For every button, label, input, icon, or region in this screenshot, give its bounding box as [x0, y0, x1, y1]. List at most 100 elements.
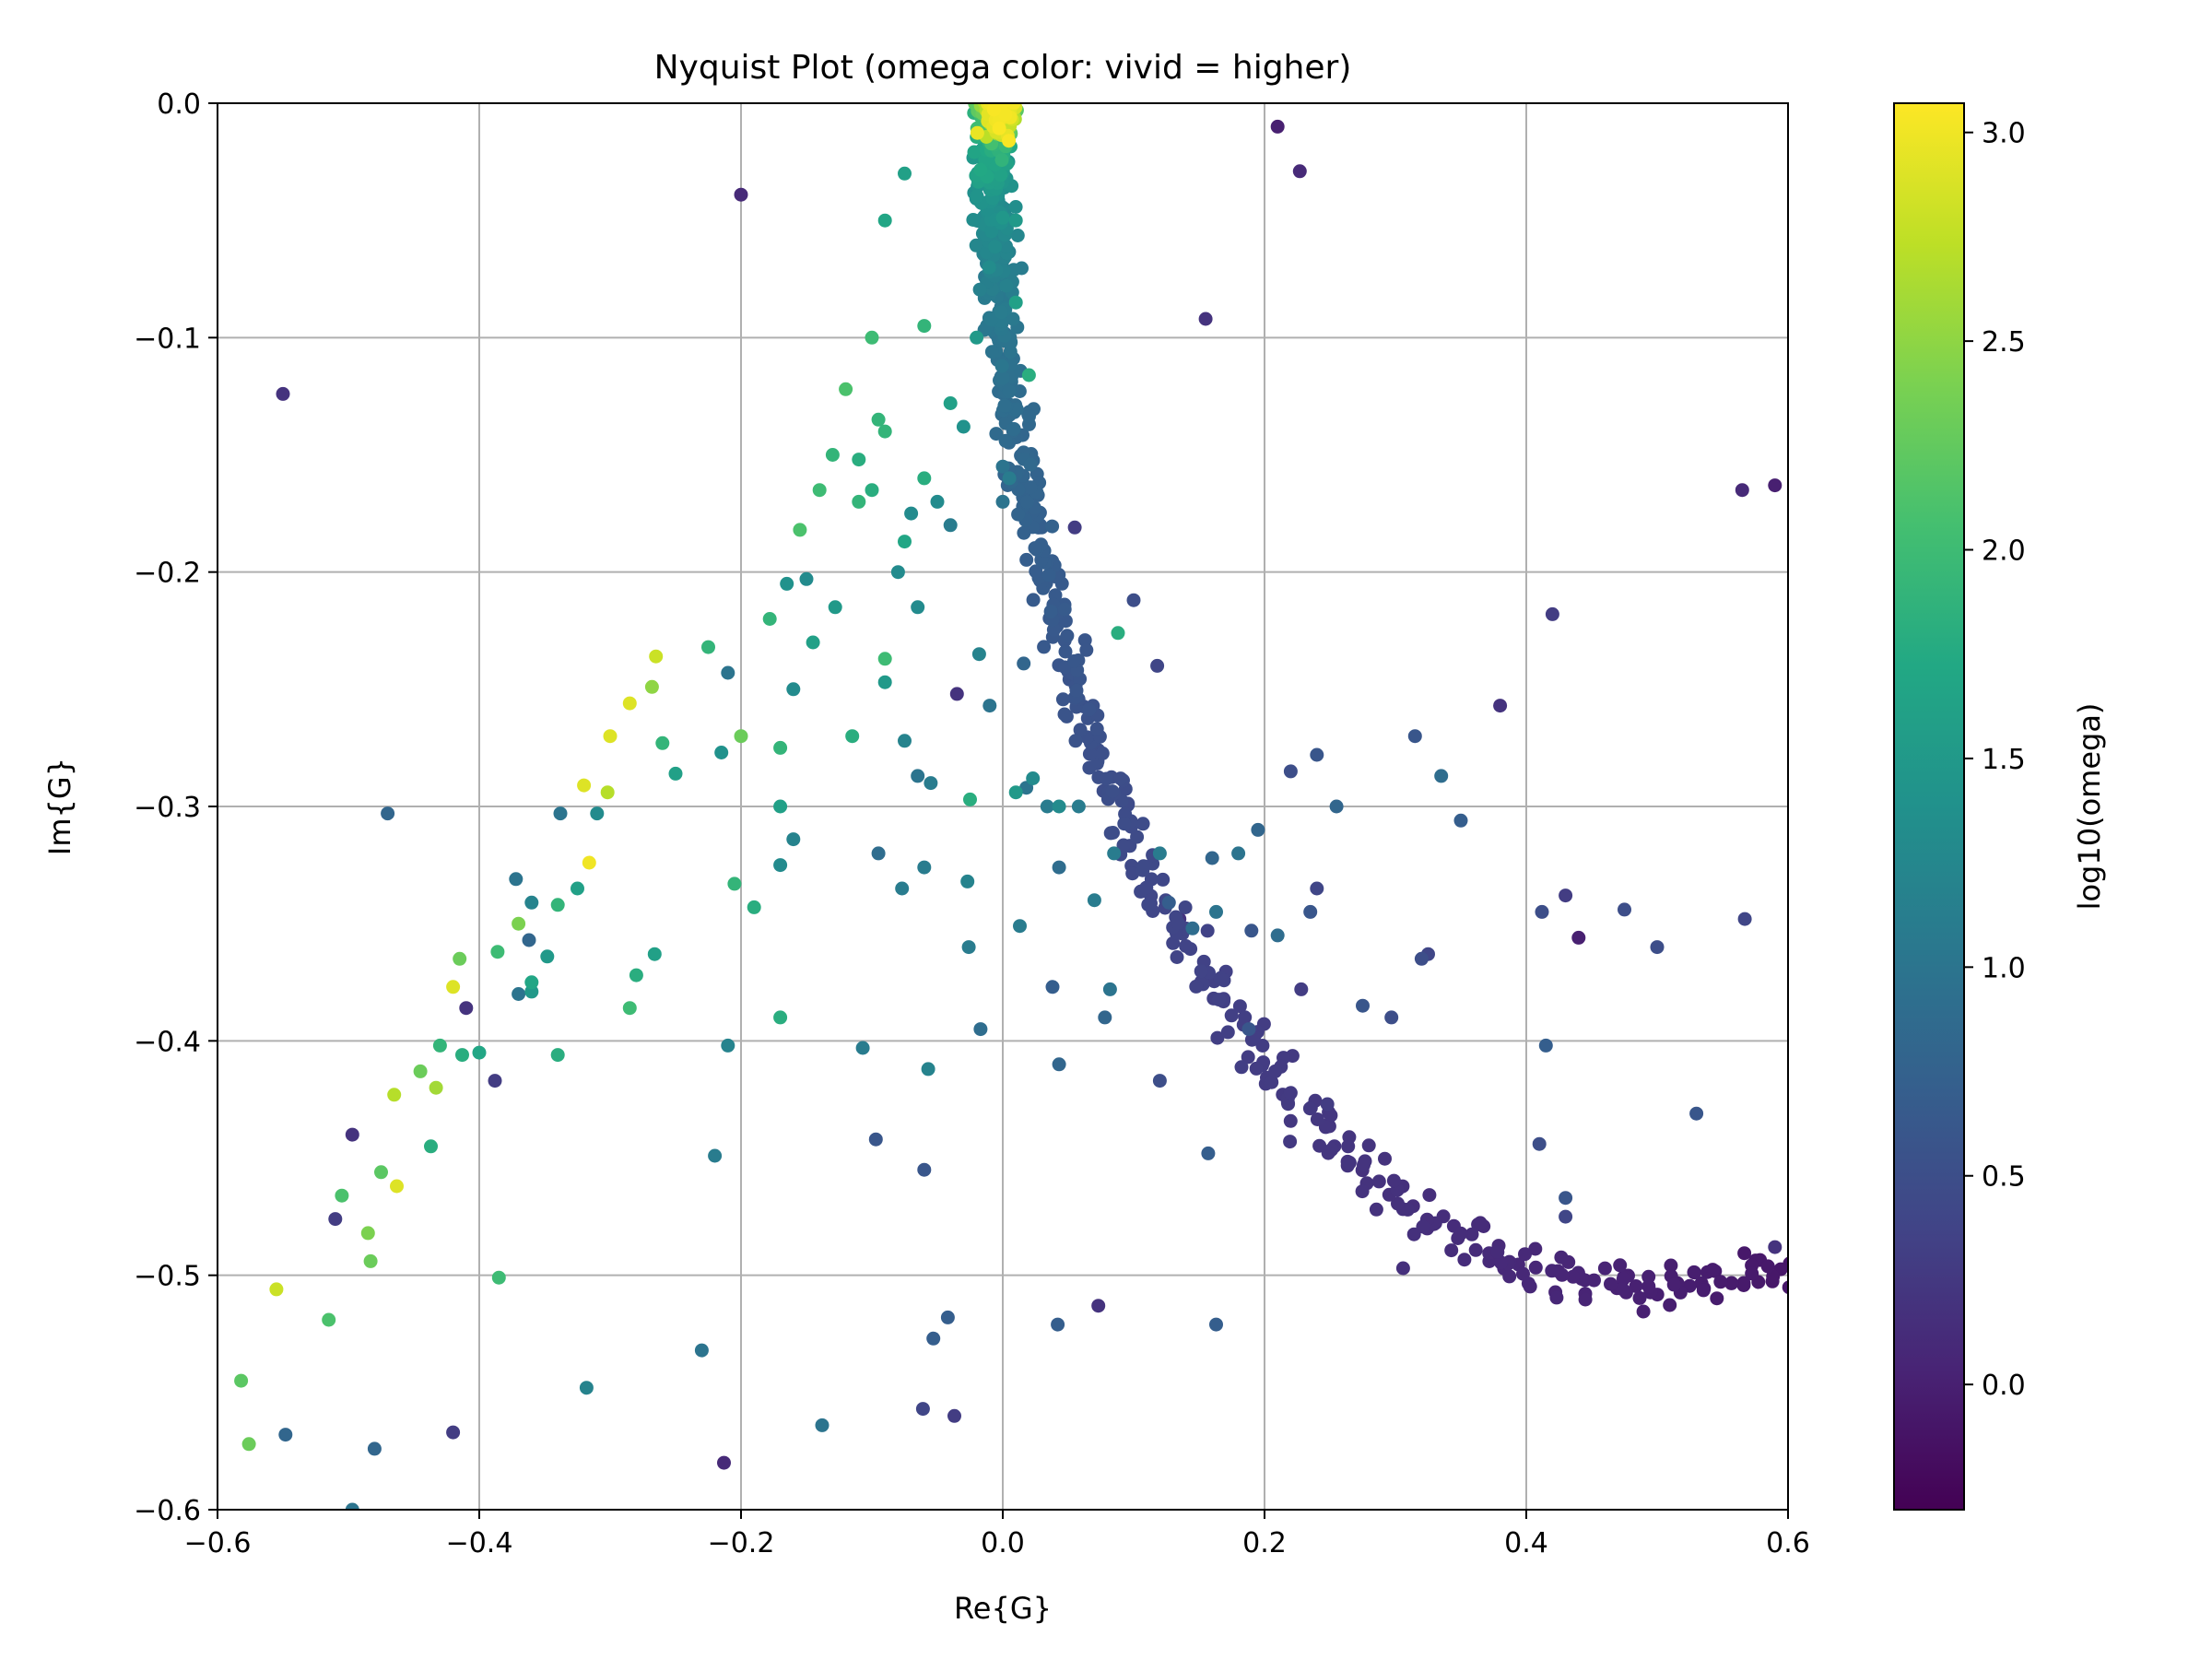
scatter-point [994, 153, 1009, 168]
scatter-point [1006, 312, 1020, 326]
scatter-point [1249, 1061, 1264, 1076]
scatter-point [1008, 785, 1023, 800]
scatter-point [1493, 699, 1508, 713]
scatter-point [1220, 1025, 1235, 1040]
scatter-point [1663, 1298, 1677, 1312]
scatter-point [1008, 88, 1022, 102]
scatter-point [1209, 1317, 1223, 1332]
scatter-point [432, 1038, 447, 1053]
scatter-point [1178, 900, 1193, 914]
scatter-point [917, 860, 932, 875]
scatter-point [999, 85, 1013, 99]
scatter-point [1045, 519, 1060, 534]
scatter-point [877, 675, 892, 689]
scatter-point [1310, 1112, 1324, 1126]
scatter-point [995, 210, 1010, 225]
scatter-point [2016, 1057, 2030, 1071]
scatter-point [387, 1088, 402, 1102]
y-tick-label: −0.5 [134, 1261, 201, 1293]
scatter-point [947, 1408, 961, 1423]
scatter-point [1554, 1250, 1569, 1265]
scatter-point [734, 729, 748, 744]
scatter-point [1231, 846, 1246, 861]
scatter-point [1073, 723, 1088, 737]
scatter-point [1983, 1126, 1997, 1140]
scatter-point [990, 86, 1004, 100]
scatter-point [1091, 1299, 1106, 1313]
scatter-point [453, 951, 467, 966]
scatter-point [1320, 1097, 1335, 1112]
scatter-point [1008, 200, 1023, 214]
scatter-point [1303, 904, 1318, 919]
scatter-point [996, 87, 1010, 100]
scatter-point [898, 166, 912, 181]
scatter-point [1983, 1097, 1997, 1111]
scatter-point [995, 371, 1010, 385]
scatter-point [1571, 930, 1586, 945]
scatter-point [973, 162, 988, 177]
scatter-point [1270, 119, 1285, 134]
scatter-point [839, 382, 853, 396]
scatter-point [1255, 1039, 1270, 1053]
scatter-point [1006, 422, 1021, 437]
scatter-point [995, 103, 1002, 104]
y-tick-label: −0.2 [134, 558, 201, 590]
scatter-point [1863, 1204, 1877, 1218]
scatter-point [1745, 1266, 1759, 1281]
scatter-point [1789, 1231, 1803, 1245]
scatter-point [717, 1455, 731, 1470]
scatter-point [926, 1331, 941, 1346]
scatter-point [1021, 368, 1036, 382]
scatter-point [1995, 1112, 2009, 1126]
scatter-point [1997, 1079, 2011, 1093]
scatter-point [1833, 1208, 1847, 1222]
scatter-point [773, 799, 788, 814]
scatter-point [997, 103, 1012, 109]
scatter-point [701, 640, 715, 654]
scatter-point [828, 600, 842, 615]
scatter-point [1632, 1290, 1647, 1305]
scatter-point [509, 872, 524, 887]
scatter-point [773, 1010, 788, 1025]
scatter-point [1814, 1236, 1828, 1250]
scatter-point [1051, 1317, 1065, 1332]
scatter-point [1369, 1202, 1383, 1217]
x-tick-label: 0.4 [1504, 1527, 1548, 1559]
scatter-point [969, 238, 983, 253]
scatter-point [924, 776, 938, 791]
scatter-point [949, 687, 964, 701]
scatter-point [1864, 1229, 1877, 1242]
scatter-point [1650, 940, 1665, 955]
scatter-point [490, 945, 505, 959]
scatter-point [1069, 683, 1084, 698]
scatter-point [993, 103, 997, 104]
scatter-point [1636, 1304, 1651, 1319]
x-tick-label: −0.2 [708, 1527, 775, 1559]
scatter-point [852, 494, 866, 509]
scatter-point [988, 88, 1002, 101]
scatter-point [1407, 729, 1422, 744]
scatter-point [512, 916, 526, 931]
scatter-point [1152, 846, 1167, 861]
scatter-point [1768, 1240, 1783, 1254]
scatter-point [868, 1132, 883, 1147]
scatter-point [984, 312, 999, 327]
scatter-point [1615, 1282, 1630, 1297]
scatter-point [1008, 213, 1023, 228]
scatter-point [943, 396, 958, 410]
scatter-point [1384, 1010, 1399, 1025]
scatter-point [825, 448, 840, 462]
scatter-point [999, 86, 1013, 100]
scatter-point [1169, 910, 1183, 924]
scatter-point [727, 877, 742, 891]
x-tick-label: 0.2 [1242, 1527, 1287, 1559]
scatter-point [1696, 1283, 1711, 1298]
scatter-point [1989, 1109, 2003, 1123]
scatter-point [1814, 1236, 1828, 1250]
scatter-point [1689, 1106, 1704, 1121]
scatter-point [522, 933, 536, 947]
scatter-point [1003, 345, 1018, 359]
x-tick-label: 0.0 [981, 1527, 1025, 1559]
scatter-point [1302, 1101, 1317, 1116]
scatter-point [1811, 1246, 1825, 1260]
